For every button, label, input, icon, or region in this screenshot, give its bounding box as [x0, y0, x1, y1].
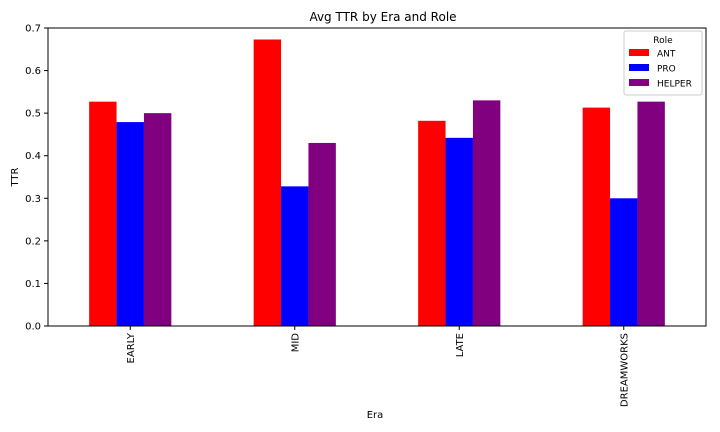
chart-title: Avg TTR by Era and Role [309, 10, 456, 24]
legend-swatch-helper [629, 79, 649, 86]
bars-group [89, 39, 665, 327]
y-ticks-group: 0.0 0.1 0.2 0.3 0.4 0.5 0.6 0.7 [25, 24, 48, 333]
y-axis-label: TTR [10, 167, 21, 187]
bar-helper-late [472, 100, 501, 327]
y-tick-label: 0.1 [25, 279, 41, 290]
y-tick-label: 0.6 [25, 66, 41, 77]
bar-pro-early [116, 122, 144, 326]
bar-helper-early [143, 113, 172, 326]
y-tick-label: 0.3 [25, 194, 41, 205]
x-ticks-group: EARLY MID LATE DREAMWORKS [126, 326, 630, 407]
y-tick-label: 0.7 [25, 24, 41, 35]
plot-frame [47, 27, 707, 327]
bar-helper-mid [308, 142, 336, 326]
legend-label-pro: PRO [657, 65, 676, 75]
legend-label-helper: HELPER [657, 80, 692, 90]
bar-ant-mid [253, 39, 282, 327]
x-axis-label: Era [367, 410, 384, 421]
bar-pro-dreamworks [610, 198, 638, 326]
x-tick-label: DREAMWORKS [619, 333, 630, 407]
legend: Role ANT PRO HELPER [623, 30, 703, 96]
bar-pro-late [445, 137, 473, 326]
x-tick-label: MID [290, 333, 301, 353]
y-tick-label: 0.0 [25, 322, 41, 333]
y-tick-label: 0.5 [25, 109, 41, 120]
x-tick-label: EARLY [126, 332, 137, 363]
bar-ant-late [418, 120, 446, 326]
bar-pro-mid [281, 186, 309, 326]
y-tick-label: 0.2 [25, 236, 41, 247]
legend-title: Role [653, 36, 673, 46]
bar-ant-early [89, 101, 117, 327]
y-tick-label: 0.4 [25, 151, 41, 162]
legend-swatch-ant [629, 49, 649, 56]
bar-ant-dreamworks [582, 107, 611, 326]
legend-label-ant: ANT [657, 50, 676, 60]
legend-swatch-pro [629, 64, 649, 71]
bar-helper-dreamworks [637, 101, 665, 327]
x-tick-label: LATE [455, 333, 466, 357]
